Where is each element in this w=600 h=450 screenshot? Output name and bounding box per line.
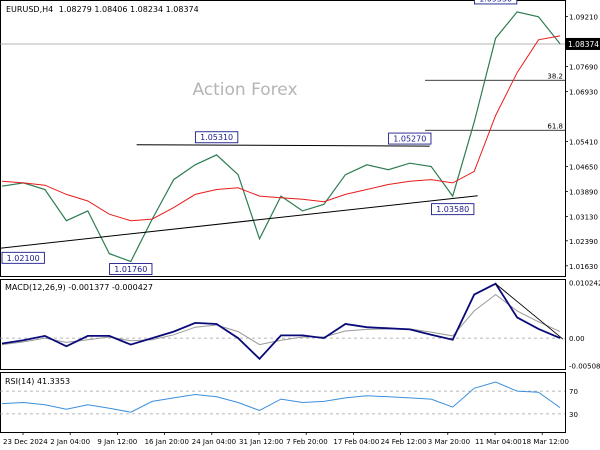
price-annotation-label: 1.03580 bbox=[436, 205, 469, 214]
price-annotation-label: 1.01760 bbox=[114, 265, 147, 274]
price-annotations: 1.01760 1.05310 1.02100 1.05270 1.03580 1.095… bbox=[1, 0, 518, 275]
macd-tick-label: 0.00 bbox=[569, 335, 585, 343]
macd-header: MACD(12,26,9) -0.001377 -0.000427 bbox=[5, 283, 153, 292]
x-tick-label: 11 Mar 04:00 bbox=[475, 438, 522, 446]
macd-tick-label: -0.005081 bbox=[569, 363, 600, 371]
macd-panel-frame bbox=[0, 279, 566, 370]
price-panel-frame bbox=[0, 0, 566, 277]
x-tick-label: 23 Dec 2024 bbox=[3, 438, 48, 446]
rsi-panel-frame bbox=[0, 372, 566, 433]
price-annotation-label: 1.05270 bbox=[393, 135, 426, 144]
watermark: Action Forex bbox=[192, 80, 297, 100]
price-annotation-box bbox=[388, 132, 432, 145]
price-tick-label: 1.09210 bbox=[569, 13, 598, 21]
price-tick-label: 1.01630 bbox=[569, 263, 598, 271]
rsi-line bbox=[1, 381, 561, 413]
resistance-trendline bbox=[136, 144, 430, 147]
price-annotation-box bbox=[194, 131, 239, 144]
rsi-series: 70 30 bbox=[0, 381, 578, 419]
macd-main-line bbox=[1, 282, 561, 361]
x-tick-label: 9 Jan 12:00 bbox=[97, 438, 137, 446]
x-tick-label: 3 Mar 20:00 bbox=[428, 438, 470, 446]
rsi-header: RSI(14) 41.3353 bbox=[5, 377, 70, 386]
x-tick-label: 16 Jan 20:00 bbox=[145, 438, 189, 446]
price-annotation-box bbox=[109, 263, 153, 275]
rsi-tick-label: 30 bbox=[569, 411, 578, 419]
macd-series: 0.010242 0.00 -0.005081 bbox=[0, 279, 600, 371]
current-price-tag bbox=[566, 37, 600, 50]
symbol-label: EURUSD,H4 bbox=[6, 5, 53, 14]
x-tick-label: 24 Jan 04:00 bbox=[192, 438, 236, 446]
price-tick-label: 1.05410 bbox=[569, 138, 598, 146]
price-tick-label: 1.02390 bbox=[569, 238, 598, 246]
support-trendline bbox=[0, 195, 478, 249]
x-tick-label: 7 Feb 20:00 bbox=[286, 438, 327, 446]
price-line bbox=[1, 11, 561, 263]
price-annotation-label: 1.09530 bbox=[479, 0, 512, 3]
price-annotation-label: 1.05310 bbox=[200, 133, 233, 142]
moving-average-line bbox=[1, 35, 561, 222]
price-header: EURUSD,H4 1.08279 1.08406 1.08234 1.0837… bbox=[6, 5, 199, 14]
price-tick-label: 1.07690 bbox=[569, 63, 598, 71]
x-tick-label: 2 Jan 04:00 bbox=[50, 438, 90, 446]
price-tick-label: 1.03890 bbox=[569, 188, 598, 196]
gridlines: 38.2 61.8 bbox=[0, 43, 565, 131]
price-series bbox=[0, 11, 561, 263]
price-tick-label: 1.06930 bbox=[569, 88, 598, 96]
macd-tick-label: 0.010242 bbox=[569, 279, 600, 287]
axis-labels: 1.08374 1.09210 1.07690 1.06930 1.05410 1.046… bbox=[3, 13, 600, 446]
price-tick-label: 1.03130 bbox=[569, 213, 598, 221]
ohlc-label: 1.08279 1.08406 1.08234 1.08374 bbox=[59, 5, 199, 14]
rsi-tick-label: 70 bbox=[569, 388, 578, 396]
macd-signal-line bbox=[1, 293, 561, 346]
price-annotation-box bbox=[431, 203, 475, 216]
current-price-value: 1.08374 bbox=[568, 40, 599, 49]
price-annotation-box bbox=[1, 251, 45, 264]
x-tick-label: 18 Mar 12:00 bbox=[522, 438, 569, 446]
fib-level-label: 38.2 bbox=[547, 72, 563, 80]
price-annotation-box bbox=[473, 0, 518, 5]
macd-trendline bbox=[495, 283, 564, 340]
price-annotation-label: 1.02100 bbox=[7, 254, 40, 263]
x-tick-label: 24 Feb 12:00 bbox=[381, 438, 427, 446]
x-tick-label: 31 Jan 12:00 bbox=[239, 438, 283, 446]
price-tick-label: 1.04650 bbox=[569, 163, 598, 171]
fib-level-label: 61.8 bbox=[547, 122, 563, 130]
x-tick-label: 17 Feb 04:00 bbox=[333, 438, 379, 446]
